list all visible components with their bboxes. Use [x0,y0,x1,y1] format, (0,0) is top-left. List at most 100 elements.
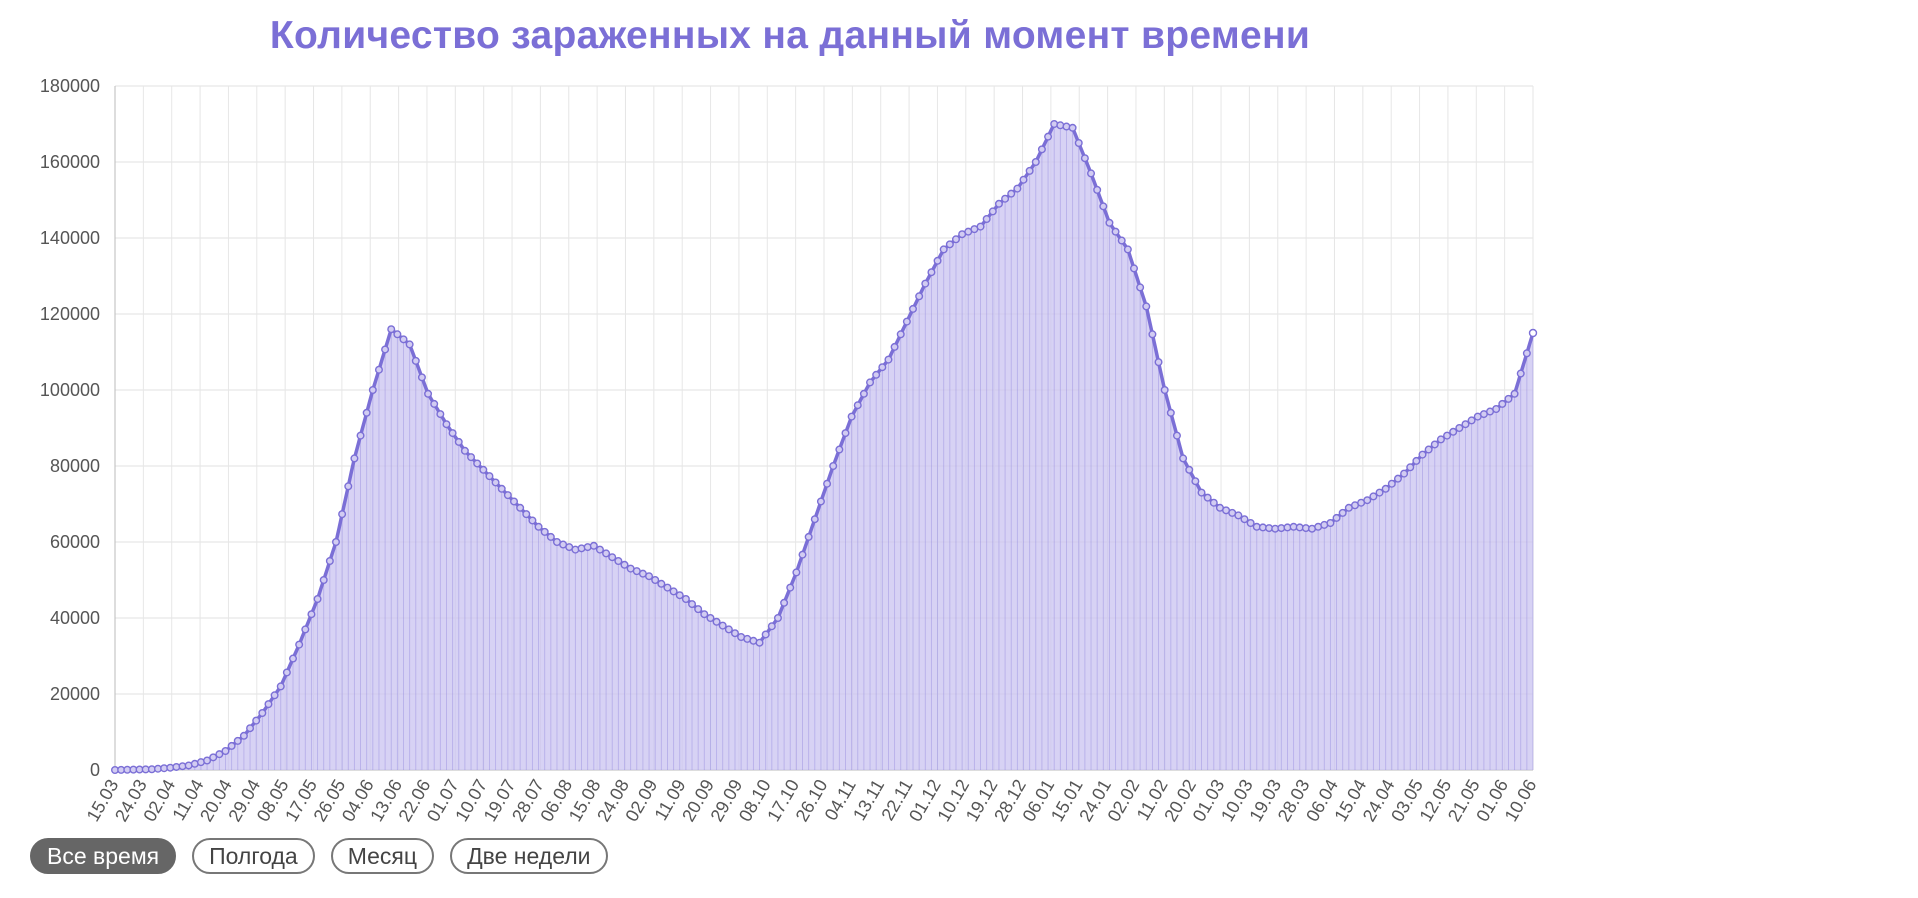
data-point [1105,218,1114,227]
y-tick-label: 0 [90,760,100,780]
data-point [816,497,825,506]
data-point [454,437,463,446]
data-point [473,459,482,468]
data-point [1136,283,1145,292]
data-point [1363,496,1372,505]
data-point [1074,138,1083,147]
data-point [1387,479,1396,488]
data-point [313,595,322,604]
data-point [270,691,279,700]
data-point [1240,515,1249,524]
data-point [976,222,985,231]
data-point [902,317,911,326]
data-point [276,682,285,691]
data-point [1528,328,1538,338]
data-point [1234,511,1243,520]
data-point [460,446,469,455]
data-point [694,605,703,614]
data-point [1467,416,1476,425]
two-weeks-button[interactable]: Две недели [450,838,608,874]
data-point [430,399,439,408]
data-point [602,549,611,558]
data-point [233,736,242,745]
data-point [1498,399,1507,408]
data-point [1087,169,1096,178]
data-point [356,431,365,440]
data-point [485,472,494,481]
data-point [823,479,832,488]
all-time-button[interactable]: Все время [30,838,177,874]
data-point [479,465,488,474]
data-point [289,654,298,663]
data-point [1025,166,1034,175]
y-tick-label: 60000 [50,532,100,552]
data-point [1099,202,1108,211]
data-point [546,532,555,541]
data-point [1013,184,1022,193]
series-area [115,124,1533,770]
data-point [1148,330,1157,339]
data-point [681,595,690,604]
data-point [1332,513,1341,522]
data-point [878,363,887,372]
data-point [780,598,789,607]
month-button[interactable]: Месяц [330,838,435,874]
data-point [448,429,457,438]
y-tick-label: 20000 [50,684,100,704]
data-point [319,576,328,585]
data-point [264,700,273,709]
data-point [215,750,224,759]
data-point [1191,477,1200,486]
data-point [1080,154,1089,163]
y-tick-label: 140000 [40,228,100,248]
data-point [221,747,230,756]
data-point [1461,420,1470,429]
data-point [528,516,537,525]
series-area-fill [115,124,1533,770]
data-point [798,550,807,559]
data-point [945,240,954,249]
data-point [982,214,991,223]
data-point [203,756,212,765]
half-year-button[interactable]: Полгода [192,838,315,874]
data-point [1142,302,1151,311]
y-axis-labels: 0 20000 40000 60000 80000 100000 120000 140000 1… [40,76,100,780]
data-point [540,527,549,536]
data-point [939,245,948,254]
data-point [399,335,408,344]
data-point [829,462,838,471]
data-point [1160,386,1169,395]
data-point [1179,454,1188,463]
data-point [227,741,236,750]
x-axis-labels: 15.0324.0302.0411.0420.0429.0408.0517.05… [83,776,1541,825]
data-point [307,610,316,619]
data-point [1154,358,1163,367]
data-point [1129,264,1138,273]
data-point [1037,145,1046,154]
data-point [1203,493,1212,502]
data-point [503,491,512,500]
data-point [988,207,997,216]
data-point [909,304,918,313]
data-point [239,731,248,740]
data-point [1044,132,1053,141]
data-point [393,330,402,339]
data-point [1338,508,1347,517]
data-point [1424,445,1433,454]
data-point [1381,484,1390,493]
data-point [1393,474,1402,483]
data-point [1007,189,1016,198]
data-point [730,629,739,638]
data-point [1197,488,1206,497]
data-point [295,640,304,649]
data-point [921,279,930,288]
data-point [1068,123,1077,132]
data-point [884,355,893,364]
data-point [405,340,414,349]
data-point [1375,488,1384,497]
data-point [282,668,291,677]
data-point [209,753,218,762]
data-point [1326,519,1335,528]
data-point [1522,349,1531,358]
data-point [651,576,660,585]
